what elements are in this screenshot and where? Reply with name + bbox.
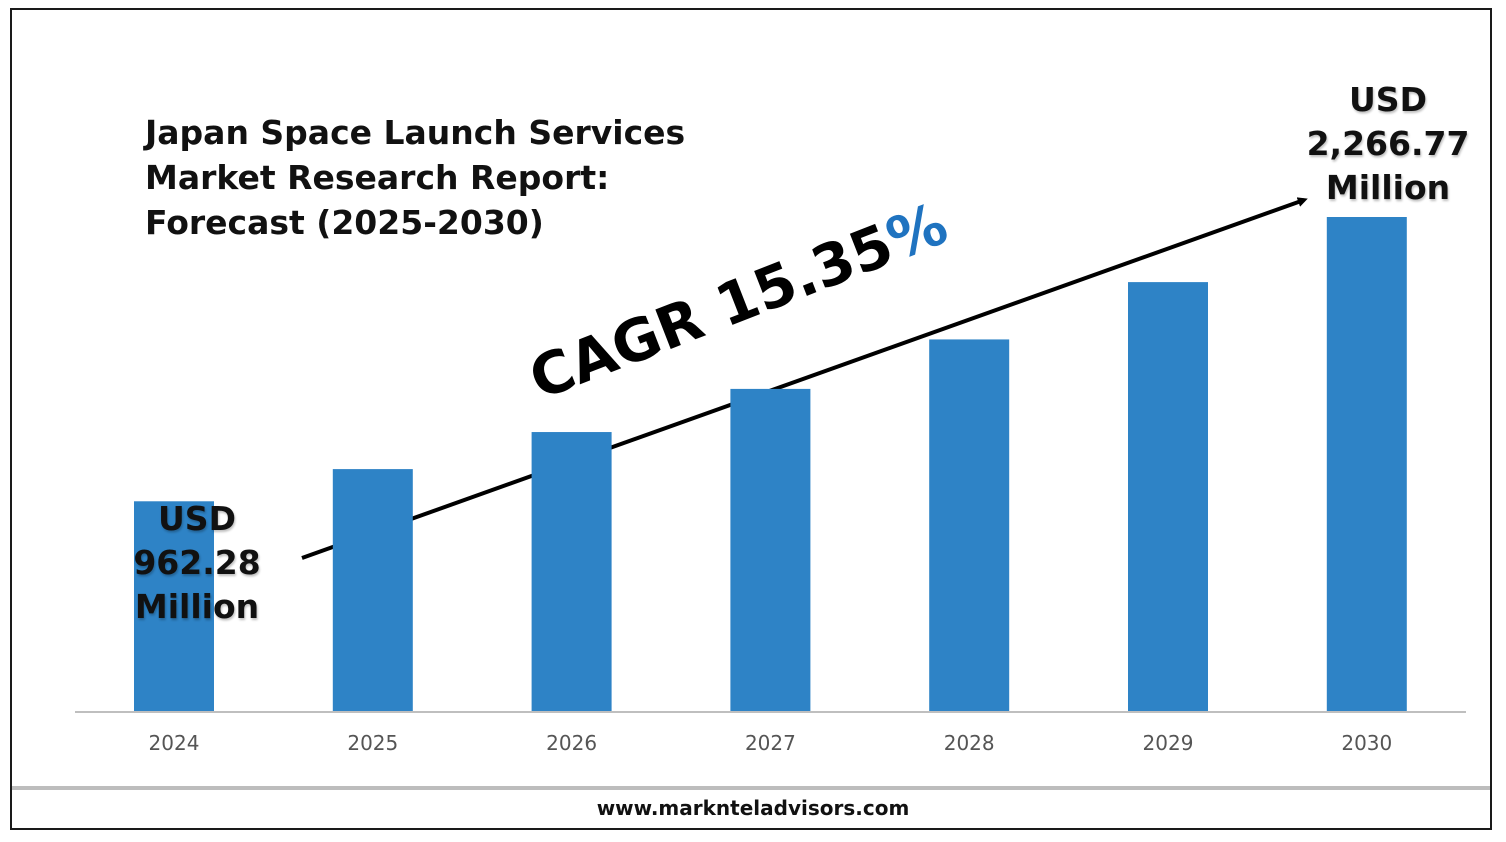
x-tick-2029: 2029 bbox=[1143, 731, 1194, 755]
bar-2024 bbox=[134, 501, 214, 711]
end-label-currency: USD bbox=[1349, 80, 1427, 119]
end-value-label: USD 2,266.77 Million bbox=[1290, 78, 1486, 210]
bar-2026 bbox=[531, 432, 612, 711]
end-label-value: 2,266.77 bbox=[1306, 124, 1470, 163]
title-line-2: Market Research Report: bbox=[145, 158, 610, 197]
title-line-1: Japan Space Launch Services bbox=[145, 113, 686, 152]
x-tick-2024: 2024 bbox=[149, 731, 200, 755]
footer-divider bbox=[12, 786, 1490, 790]
footer-url[interactable]: www.marknteladvisors.com bbox=[596, 796, 910, 820]
start-label-currency: USD bbox=[158, 499, 236, 538]
bar-2028 bbox=[929, 339, 1010, 711]
start-value-label: USD 962.28 Million bbox=[112, 497, 282, 629]
x-tick-2030: 2030 bbox=[1341, 731, 1392, 755]
title-line-3: Forecast (2025-2030) bbox=[145, 203, 544, 242]
x-tick-2026: 2026 bbox=[546, 731, 597, 755]
bar-2027 bbox=[730, 388, 811, 711]
x-tick-2027: 2027 bbox=[745, 731, 796, 755]
bar-2025 bbox=[332, 469, 413, 711]
end-label-unit: Million bbox=[1325, 168, 1451, 207]
start-label-value: 962.28 bbox=[133, 543, 261, 582]
bar-2030 bbox=[1326, 217, 1407, 711]
bar-2029 bbox=[1128, 282, 1208, 711]
trend-arrow bbox=[301, 197, 1308, 560]
x-tick-2025: 2025 bbox=[347, 731, 398, 755]
start-label-unit: Million bbox=[134, 587, 260, 626]
chart-title: Japan Space Launch Services Market Resea… bbox=[145, 110, 765, 245]
x-tick-2028: 2028 bbox=[944, 731, 995, 755]
